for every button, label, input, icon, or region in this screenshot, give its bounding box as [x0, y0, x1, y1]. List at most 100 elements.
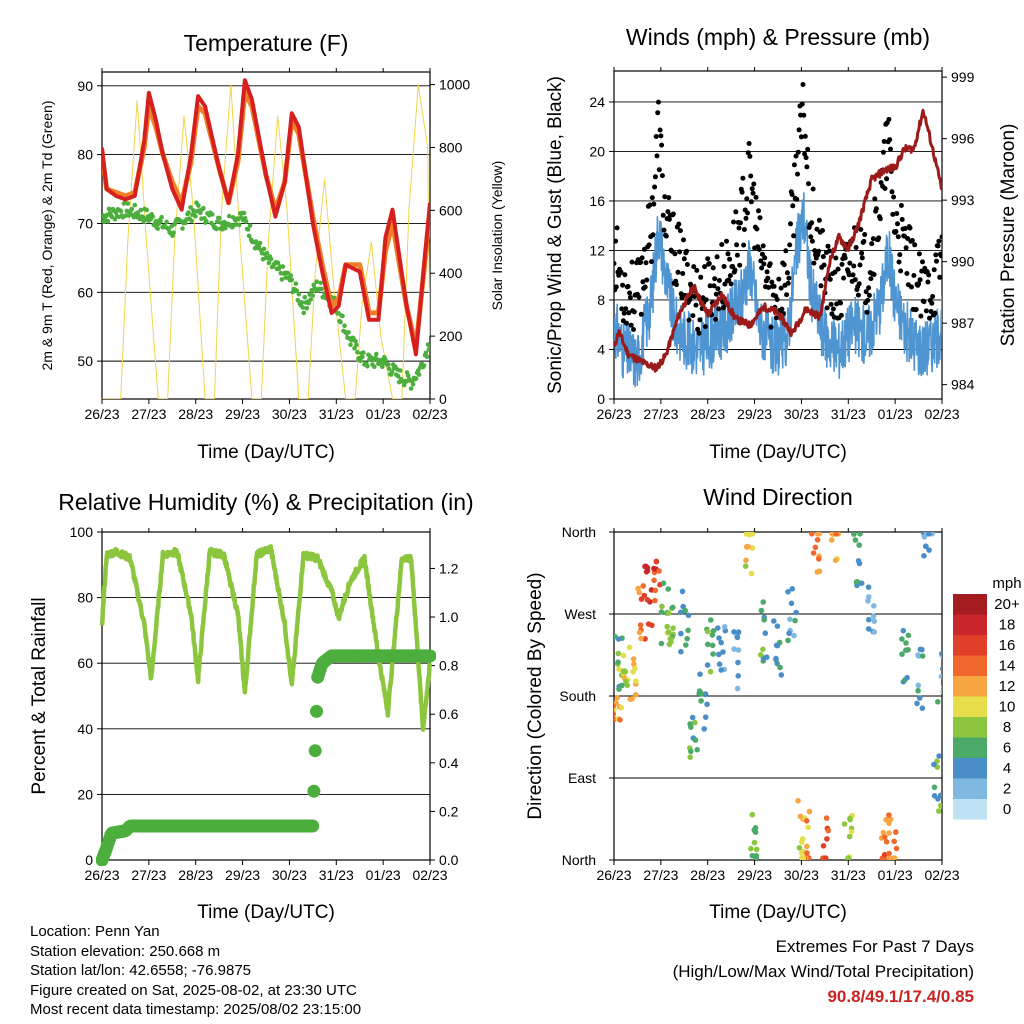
- gust-point: [756, 208, 761, 214]
- gust-point: [869, 241, 875, 247]
- direction-point: [871, 618, 878, 624]
- gust-point: [614, 284, 619, 290]
- direction-point: [704, 628, 711, 635]
- temp-y-tick-label: 80: [77, 147, 93, 163]
- dewpoint-point: [183, 220, 188, 226]
- temp-x-tick-label: 27/23: [131, 406, 166, 422]
- dewpoint-point: [424, 354, 430, 360]
- winds-title: Winds (mph) & Pressure (mb): [626, 24, 930, 50]
- gust-point: [839, 261, 845, 267]
- gust-point: [912, 242, 918, 248]
- wind-y2-tick-label: 999: [951, 69, 975, 85]
- gust-point: [881, 139, 887, 144]
- gust-point: [622, 272, 628, 278]
- gust-point: [639, 255, 645, 261]
- direction-point: [919, 705, 926, 711]
- gust-point: [652, 174, 658, 180]
- gust-point: [703, 297, 709, 303]
- gust-point: [921, 299, 927, 305]
- extremes-values: 90.8/49.1/17.4/0.85: [827, 987, 974, 1006]
- direction-points: [614, 532, 942, 860]
- gust-point: [833, 255, 839, 261]
- direction-point: [941, 685, 942, 689]
- direction-point: [881, 834, 888, 840]
- dewpoint-point: [383, 357, 388, 362]
- gust-point: [904, 271, 910, 276]
- dewpoint-point: [338, 319, 343, 325]
- direction-point: [935, 796, 941, 802]
- legend-swatch: [953, 737, 987, 758]
- direction-point: [773, 642, 780, 649]
- gust-point: [642, 284, 648, 290]
- direction-point: [651, 565, 657, 572]
- dewpoint-point: [294, 288, 300, 293]
- direction-point: [735, 673, 741, 679]
- gust-point: [697, 317, 703, 323]
- gust-point: [713, 316, 718, 322]
- direction-point: [716, 651, 722, 658]
- gust-point: [638, 259, 644, 265]
- direction-point: [915, 652, 921, 658]
- dir-y-tick-label: East: [568, 770, 596, 786]
- gust-point: [628, 322, 634, 328]
- direction-point: [865, 626, 872, 632]
- gust-point: [631, 309, 637, 315]
- gust-point: [624, 320, 629, 326]
- gust-point: [880, 149, 886, 155]
- rh-x-tick-label: 30/23: [272, 867, 307, 883]
- gust-point: [872, 196, 878, 202]
- direction-title: Wind Direction: [703, 484, 853, 510]
- gust-point: [933, 252, 939, 258]
- gust-point: [931, 267, 937, 273]
- gust-point: [725, 251, 731, 257]
- gust-point: [643, 260, 649, 266]
- gust-point: [760, 243, 766, 249]
- dewpoint-point: [171, 230, 176, 235]
- dewpoint-point: [397, 368, 403, 373]
- dir-x-tick-label: 26/23: [596, 867, 631, 883]
- direction-point: [698, 698, 704, 704]
- direction-point: [796, 845, 803, 851]
- gust-point: [918, 313, 924, 319]
- gust-point: [899, 217, 905, 222]
- gust-point: [927, 315, 932, 321]
- direction-point: [816, 568, 823, 574]
- gust-point: [732, 267, 738, 273]
- direction-point: [786, 630, 792, 637]
- direction-point: [709, 642, 716, 649]
- gust-point: [771, 283, 777, 289]
- direction-point: [778, 672, 785, 678]
- direction-xlabel: Time (Day/UTC): [709, 902, 847, 923]
- info-latlon: Station lat/lon: 42.6558; -76.9875: [30, 962, 252, 979]
- direction-point: [748, 845, 754, 852]
- gust-point: [743, 215, 749, 221]
- direction-point: [809, 532, 815, 537]
- gust-point: [744, 196, 750, 202]
- winds-ylabel-right: Station Pressure (Maroon): [998, 124, 1019, 347]
- gust-point: [714, 254, 720, 260]
- gust-point: [787, 242, 793, 248]
- direction-point: [939, 666, 942, 672]
- direction-point: [677, 609, 684, 616]
- gust-point: [666, 216, 672, 222]
- dewpoint-point: [241, 210, 247, 216]
- gust-point: [841, 275, 847, 281]
- direction-point: [701, 726, 707, 732]
- solar-insolation-line: [102, 84, 430, 399]
- direction-point: [683, 642, 689, 648]
- direction-point: [651, 577, 657, 584]
- dewpoint-point: [416, 372, 422, 377]
- gust-point: [877, 216, 883, 222]
- dewpoint-point: [340, 313, 345, 319]
- direction-point: [670, 604, 676, 611]
- gust-point: [893, 229, 899, 234]
- gust-point: [916, 251, 922, 257]
- direction-point: [774, 623, 781, 629]
- dewpoint-point: [304, 306, 310, 311]
- direction-point: [804, 850, 810, 856]
- gust-point: [810, 186, 816, 192]
- direction-point: [735, 629, 742, 635]
- rh-x-tick-label: 27/23: [131, 867, 166, 883]
- gust-point: [790, 203, 796, 209]
- dir-x-tick-label: 31/23: [831, 867, 866, 883]
